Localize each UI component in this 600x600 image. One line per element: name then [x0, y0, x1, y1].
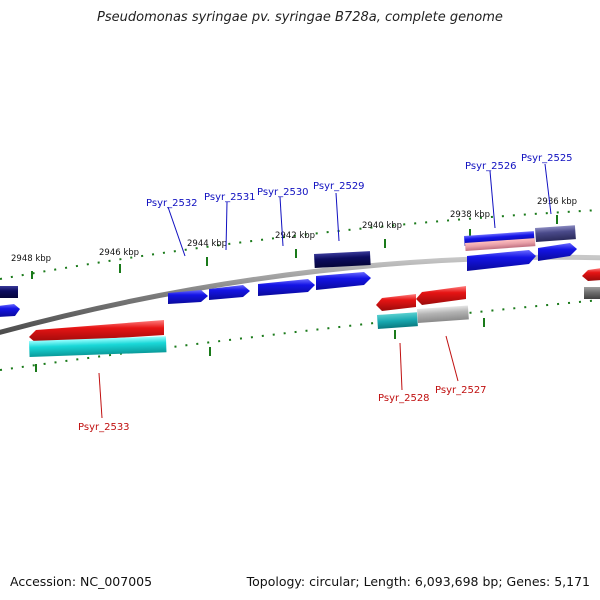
gene-label: Psyr_2527 [435, 385, 487, 396]
gene-label: Psyr_2525 [521, 153, 573, 164]
scale-label: 2944 kbp [187, 239, 227, 249]
feature-arrow-psyr-2532 [168, 290, 208, 304]
scale-labels: 2948 kbp 2946 kbp 2944 kbp 2942 kbp 2940… [11, 197, 577, 264]
feature-arrow-psyr-2531 [209, 285, 250, 300]
feature-block-psyr-2533 [29, 336, 167, 357]
feature-block-psyr-2527 [417, 305, 469, 323]
feature-arrow-psyr-2528 [376, 294, 416, 311]
feature-arrow-edge [582, 268, 600, 281]
map-title: Pseudomonas syringae pv. syringae B728a,… [97, 10, 503, 25]
feature-block-psyr-2529 [313, 251, 371, 268]
feature-arrow-psyr-2529 [316, 272, 371, 290]
scale-label: 2942 kbp [275, 231, 315, 241]
topology-text: Topology: circular; Length: 6,093,698 bp… [246, 574, 590, 589]
gene-label: Psyr_2528 [378, 393, 430, 404]
feature-block-psyr-2525 [535, 225, 576, 242]
scale-label: 2940 kbp [362, 221, 402, 231]
feature-arrow [0, 304, 20, 317]
gene-label: Psyr_2532 [146, 198, 198, 209]
major-ticks [31, 215, 558, 372]
scale-label: 2946 kbp [99, 248, 139, 258]
feature-arrow-psyr-2533 [29, 320, 164, 343]
forward-features [0, 225, 577, 317]
gene-label: Psyr_2530 [257, 187, 309, 198]
genome-backbone [0, 254, 600, 335]
gene-label: Psyr_2526 [465, 161, 517, 172]
feature-block-psyr-2526-lower [464, 238, 536, 251]
scale-label: 2936 kbp [537, 197, 577, 207]
reverse-features [29, 268, 600, 357]
feature-arrow-psyr-2526 [467, 250, 536, 271]
feature-arrow-psyr-2525 [538, 243, 577, 261]
feature-block-psyr-2528 [376, 312, 418, 329]
feature-block [0, 286, 18, 298]
feature-arrow-psyr-2527 [416, 286, 466, 305]
gene-label: Psyr_2531 [204, 192, 256, 203]
forward-gene-labels: Psyr_2532 Psyr_2531 Psyr_2530 Psyr_2529 … [146, 153, 573, 257]
feature-block-edge [584, 287, 600, 299]
scale-label: 2948 kbp [11, 254, 51, 264]
feature-arrow-psyr-2530 [258, 279, 315, 296]
accession-text: Accession: NC_007005 [10, 574, 153, 589]
reverse-gene-labels: Psyr_2533 Psyr_2528 Psyr_2527 [78, 335, 487, 433]
scale-label: 2938 kbp [450, 210, 490, 220]
gene-label: Psyr_2533 [78, 422, 130, 433]
gene-label: Psyr_2529 [313, 181, 365, 192]
